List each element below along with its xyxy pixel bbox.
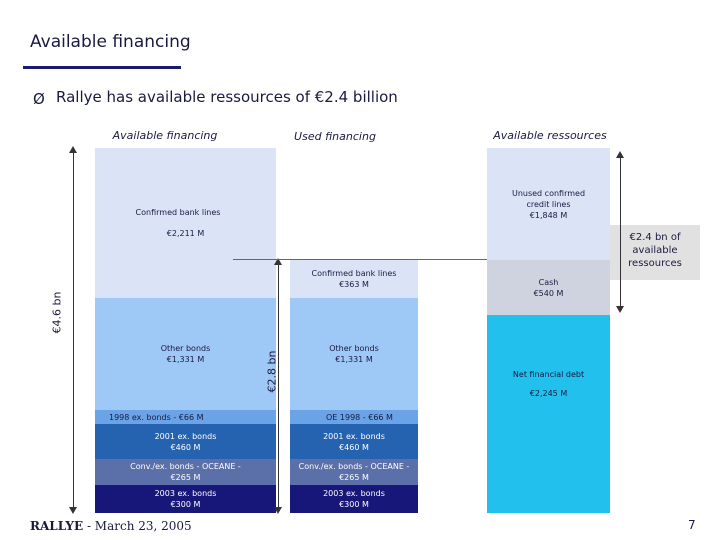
used-2003-value: €300 M: [339, 500, 369, 509]
column-heading-ressources: Available ressources: [493, 129, 607, 142]
used-2001-bonds: 2001 ex. bonds €460 M: [290, 424, 418, 459]
used-total-arrow-down-icon: [274, 507, 282, 514]
used-2001-label: 2001 ex. bonds: [323, 431, 385, 441]
connector-line: [233, 259, 613, 260]
available-other-value: €1,331 M: [166, 355, 205, 364]
annotation-line-1: €2.4 bn of: [629, 232, 681, 243]
available-1998-label: 1998 ex. bonds - €66 M: [109, 412, 204, 422]
used-2003-label: 2003 ex. bonds: [323, 489, 385, 498]
available-1998-bonds: 1998 ex. bonds - €66 M: [95, 410, 276, 424]
available-other-bonds: Other bonds €1,331 M: [95, 298, 276, 410]
used-total-line: [278, 264, 279, 508]
available-2001-value: €460 M: [170, 442, 201, 452]
available-total-label: €4.6 bn: [50, 291, 64, 334]
available-confirmed-bank-lines: Confirmed bank lines €2,211 M: [95, 148, 276, 298]
ressources-net-debt-label: Net financial debt: [512, 370, 585, 379]
annotation-line-3: ressources: [628, 258, 682, 269]
used-confirmed-label: Confirmed bank lines: [311, 269, 397, 278]
column-heading-available: Available financing: [112, 129, 218, 142]
ressources-cash-value: €540 M: [533, 288, 564, 298]
page-title: Available financing: [30, 32, 191, 52]
available-2001-label: 2001 ex. bonds: [154, 431, 217, 441]
available-ressources-annotation: [610, 225, 700, 280]
column-heading-used: Used financing: [294, 130, 376, 143]
used-oe-1998-label: OE 1998 - €66 M: [326, 412, 393, 422]
available-confirmed-value: €2,211 M: [166, 229, 205, 238]
used-oceane-bonds: Conv./ex. bonds - OCEANE - €265 M: [290, 459, 418, 485]
used-2003-bonds: 2003 ex. bonds €300 M: [290, 485, 418, 513]
available-oceane-value: €265 M: [170, 473, 201, 482]
available-total-line: [73, 152, 74, 508]
annotation-line-2: available: [632, 245, 678, 256]
ressources-unused-value: €1,848 M: [529, 210, 568, 220]
used-confirmed-bank-lines: Confirmed bank lines €363 M: [290, 260, 418, 298]
page-number: 7: [688, 518, 696, 532]
used-confirmed-value: €363 M: [339, 280, 369, 289]
ressources-unused-credit-lines: Unused confirmed credit lines €1,848 M: [487, 148, 610, 260]
bullet-arrow-icon: Ø: [33, 90, 45, 108]
ressources-unused-label-1: Unused confirmed: [511, 188, 586, 198]
headline-bullet: Rallye has available ressources of €2.4 …: [56, 88, 398, 106]
available-oceane-label: Conv./ex. bonds - OCEANE -: [130, 462, 241, 471]
footer-company-name: RALLYE: [30, 519, 84, 533]
available-confirmed-label: Confirmed bank lines: [135, 208, 221, 217]
used-total-label: €2.8 bn: [265, 350, 279, 393]
ressources-net-debt-value: €2,245 M: [529, 389, 568, 398]
available-total-arrow-up-icon: [69, 146, 77, 153]
ressources-cash-label: Cash: [538, 277, 559, 287]
used-oceane-value: €265 M: [339, 473, 369, 482]
used-total-arrow-up-icon: [274, 258, 282, 265]
used-oceane-label: Conv./ex. bonds - OCEANE -: [298, 462, 410, 471]
ressources-total-arrow-down-icon: [616, 306, 624, 313]
available-2003-value: €300 M: [170, 500, 201, 509]
available-other-label: Other bonds: [160, 344, 211, 353]
used-other-label: Other bonds: [329, 344, 379, 353]
available-2003-bonds: 2003 ex. bonds €300 M: [95, 485, 276, 513]
title-underline: [23, 66, 181, 69]
used-oe-1998: OE 1998 - €66 M: [290, 410, 418, 424]
available-oceane-bonds: Conv./ex. bonds - OCEANE - €265 M: [95, 459, 276, 485]
used-other-bonds: Other bonds €1,331 M: [290, 298, 418, 410]
ressources-total-arrow-up-icon: [616, 151, 624, 158]
ressources-unused-label-2: credit lines: [526, 199, 571, 209]
available-total-arrow-down-icon: [69, 507, 77, 514]
footer-date: - March 23, 2005: [86, 519, 192, 533]
available-2001-bonds: 2001 ex. bonds €460 M: [95, 424, 276, 459]
footer-company: RALLYE - March 23, 2005: [30, 519, 192, 533]
annotation-text: €2.4 bn of available ressources: [610, 231, 700, 270]
used-other-value: €1,331 M: [335, 355, 373, 364]
ressources-total-line: [620, 157, 621, 307]
ressources-net-financial-debt: Net financial debt €2,245 M: [487, 315, 610, 513]
used-2001-value: €460 M: [339, 442, 369, 452]
available-2003-label: 2003 ex. bonds: [154, 489, 217, 498]
ressources-cash: Cash €540 M: [487, 260, 610, 315]
